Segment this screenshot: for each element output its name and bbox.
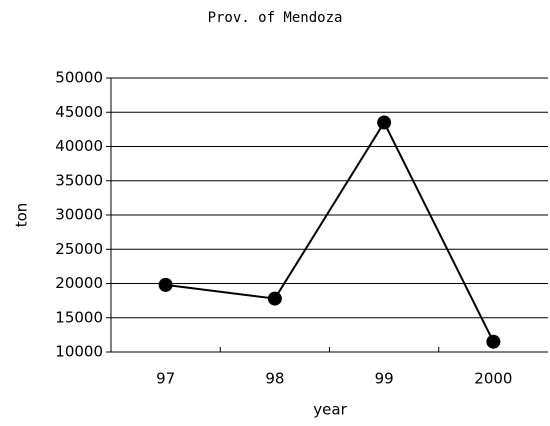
y-tick-label: 35000: [55, 171, 103, 189]
marker: [267, 291, 282, 306]
y-tick-label: 15000: [55, 308, 103, 326]
y-axis-label: ton: [13, 203, 31, 228]
y-tick-label: 20000: [55, 274, 103, 292]
y-tick-label: 50000: [55, 69, 103, 87]
x-tick-label: 99: [375, 370, 394, 388]
y-tick-label: 30000: [55, 206, 103, 224]
x-tick-label: 2000: [474, 370, 512, 388]
chart-title: Prov. of Mendoza: [208, 10, 343, 26]
x-axis-label: year: [313, 401, 347, 419]
y-tick-label: 25000: [55, 240, 103, 258]
y-tick-label: 10000: [55, 343, 103, 361]
marker: [377, 115, 392, 130]
marker: [158, 277, 173, 292]
y-tick-label: 40000: [55, 137, 103, 155]
marker: [486, 334, 501, 349]
line: [165, 120, 495, 343]
y-tick-label: 45000: [55, 103, 103, 121]
x-tick-label: 97: [156, 370, 175, 388]
x-tick-label: 98: [265, 370, 284, 388]
